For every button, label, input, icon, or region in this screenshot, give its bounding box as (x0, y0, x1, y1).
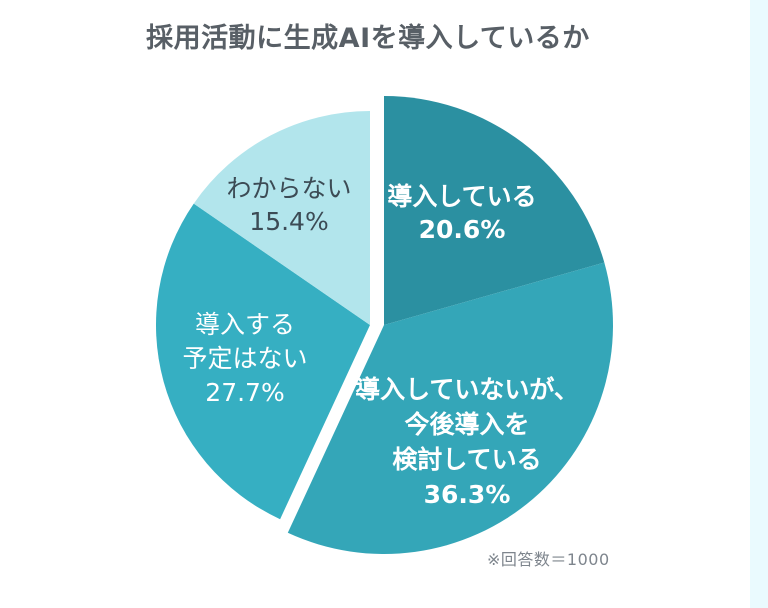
right-edge-strip (750, 0, 768, 608)
slice-label-text: 今後導入を (404, 410, 530, 439)
slice-label-text: わからない (226, 174, 352, 203)
slice-label-percent: 36.3% (423, 480, 511, 509)
slice-label-introduced: 導入している 20.6% (387, 180, 536, 246)
slice-label-text: 導入している (387, 182, 537, 211)
pie-slice-2 (155, 203, 370, 520)
respondents-note: ※回答数＝1000 (487, 550, 610, 569)
slice-label-percent: 15.4% (249, 207, 329, 236)
pie-slice-1 (287, 262, 613, 554)
pie-slice-3 (193, 111, 370, 325)
slice-label-percent: 27.7% (205, 378, 285, 407)
slice-label-percent: 20.6% (418, 215, 506, 244)
chart-title: 採用活動に生成AIを導入しているか (146, 23, 590, 54)
slice-label-considering: 導入していないが、 今後導入を 検討している 36.3% (355, 372, 579, 512)
slice-label-text: 導入する (194, 310, 296, 339)
pie-slice-0 (384, 96, 605, 325)
slice-label-text: 検討している (392, 445, 542, 474)
slice-label-text: 予定はない (182, 344, 308, 373)
slice-label-dont-know: わからない 15.4% (226, 172, 351, 238)
slice-label-text: 導入していないが、 (355, 375, 579, 404)
slice-label-no-plan: 導入する 予定はない 27.7% (182, 308, 307, 410)
